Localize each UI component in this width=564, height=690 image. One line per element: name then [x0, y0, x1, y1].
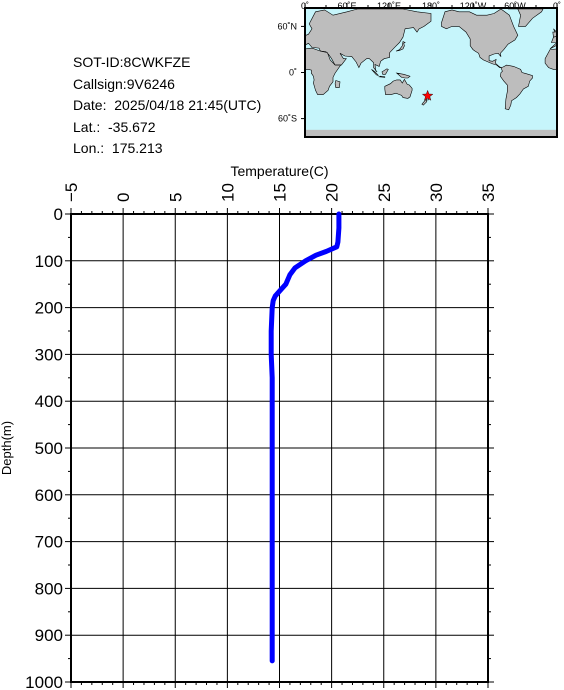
- land-mass: [133, 79, 160, 98]
- map-labels: 0˚ 60˚E 120˚E 180˚ 120˚W 60˚W 0˚ 60˚N 0˚ 60˚S: [277, 1, 561, 124]
- land-mass: [378, 75, 386, 78]
- map-lon-label: 120˚E: [377, 1, 401, 11]
- x-tick-label: 35: [479, 183, 498, 202]
- map-lon-label: 0˚: [301, 1, 309, 11]
- profile-line: [268, 211, 342, 664]
- y-tick-label: 900: [35, 626, 63, 645]
- map-land: [83, 8, 557, 137]
- land-mass: [549, 35, 557, 50]
- date-label: Date: 2025/04/18 21:45(UTC): [73, 97, 262, 113]
- land-mass: [371, 69, 379, 76]
- y-tick-labels: 0 100 200 300 400 500 600 700 800 900 1000: [25, 205, 63, 690]
- lat-label: Lat.: -35.672: [73, 118, 156, 135]
- y-axis-title: Depth(m): [0, 421, 14, 475]
- plot-frame: [70, 213, 489, 683]
- land-mass: [544, 48, 557, 70]
- star-marker-icon: [421, 89, 434, 101]
- map-lat-label: 60˚N: [277, 21, 297, 31]
- land-mass: [248, 65, 280, 110]
- x-tick-label: 25: [375, 183, 394, 202]
- x-tick-label: 5: [166, 193, 185, 202]
- y-tick-label: 1000: [25, 673, 63, 690]
- temperature-profile-chart: −5 0 5 10 15 20 25 30 35 0 100 200 300 400 500 600 700 8…: [0, 163, 498, 690]
- land-mass: [170, 95, 178, 106]
- land-mass: [127, 76, 133, 77]
- lon-label: Lon.: 175.213: [73, 140, 163, 156]
- land-mass: [190, 9, 266, 68]
- land-mass: [83, 81, 88, 88]
- callsign-label: Callsign:9V6246: [73, 75, 175, 92]
- x-tick-label: 30: [427, 183, 446, 202]
- map-lat-label: 0˚: [289, 68, 297, 78]
- y-tick-label: 800: [35, 579, 63, 598]
- y-tick-label: 100: [35, 252, 63, 271]
- land-mass: [384, 78, 413, 99]
- land-mass: [441, 8, 519, 68]
- land-mass: [144, 42, 153, 52]
- land-mass: [334, 80, 341, 88]
- y-tick-label: 600: [35, 486, 63, 505]
- map-lon-label: 180˚: [422, 1, 440, 11]
- y-tick-label: 500: [35, 439, 63, 458]
- land-mass: [305, 47, 342, 95]
- land-mass: [395, 72, 411, 79]
- land-mass: [120, 69, 127, 75]
- x-tick-label: 0: [114, 193, 133, 202]
- land-mass: [381, 68, 389, 75]
- land-mass: [552, 28, 557, 38]
- x-tick-label: 20: [323, 183, 342, 202]
- land-mass: [130, 69, 136, 75]
- y-tick-label: 400: [35, 392, 63, 411]
- x-tick-label: −5: [62, 183, 81, 202]
- map-lat-label: 60˚S: [278, 114, 297, 124]
- x-tick-labels: −5 0 5 10 15 20 25 30 35: [62, 183, 498, 202]
- location-marker: [421, 89, 434, 101]
- y-tick-label: 700: [35, 533, 63, 552]
- location-map: 0˚ 60˚E 120˚E 180˚ 120˚W 60˚W 0˚ 60˚N 0˚ 60˚S: [83, 1, 561, 138]
- float-info: SOT-ID:8CWKFZE Callsign:9V6246 Date: 202…: [73, 52, 261, 160]
- y-tick-label: 200: [35, 299, 63, 318]
- temperature-series: [268, 211, 342, 664]
- land-mass: [305, 129, 557, 137]
- map-lon-label: 0˚: [553, 1, 561, 11]
- sot-id-label: SOT-ID:8CWKFZE: [73, 54, 191, 70]
- land-mass: [145, 73, 158, 78]
- y-tick-label: 300: [35, 345, 63, 364]
- y-tick-label: 0: [54, 205, 63, 224]
- land-mass: [499, 64, 533, 111]
- map-lon-label: 60˚W: [504, 1, 526, 11]
- x-tick-label: 10: [218, 183, 237, 202]
- x-axis-title: Temperature(C): [230, 163, 328, 179]
- map-lon-label: 120˚W: [460, 1, 487, 11]
- map-lon-label: 60˚E: [337, 1, 356, 11]
- x-tick-label: 15: [271, 183, 290, 202]
- map-frame: [304, 7, 558, 138]
- land-mass: [395, 41, 406, 52]
